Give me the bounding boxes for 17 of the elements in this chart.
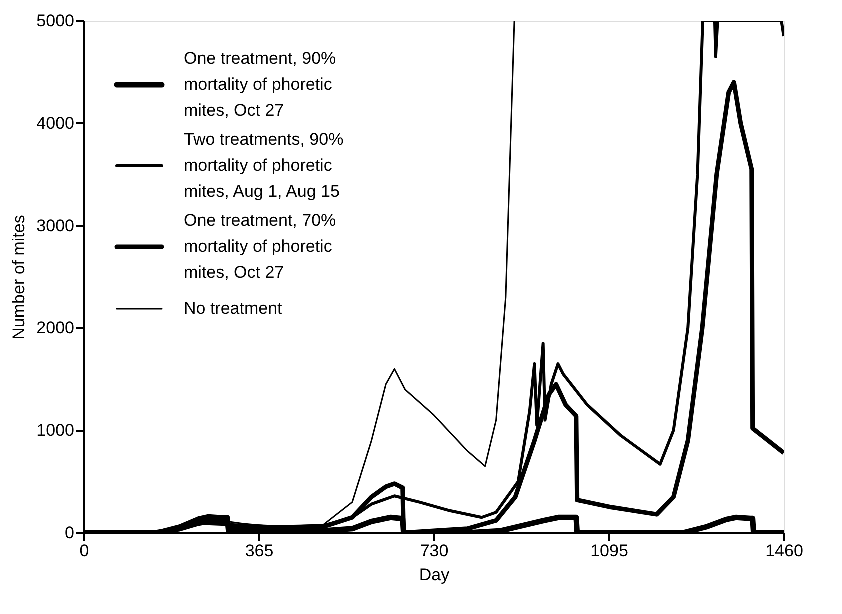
y-tick-label: 4000 xyxy=(36,114,74,133)
y-tick-label: 2000 xyxy=(36,318,74,338)
y-tick-label: 0 xyxy=(65,524,74,542)
x-tick-label: 1460 xyxy=(766,542,804,560)
y-tick-label: 3000 xyxy=(36,216,74,236)
x-tick-label: 730 xyxy=(420,542,449,560)
legend-label: Two treatments, 90% mortality of phoretic mites, Aug 1, Aug 15 xyxy=(184,130,344,201)
x-tick-label: 1095 xyxy=(590,542,628,560)
legend-label: One treatment, 70% mortality of phoretic mites, Oct 27 xyxy=(184,211,336,282)
legend-label: No treatment xyxy=(184,299,283,318)
x-tick-label: 365 xyxy=(245,542,274,560)
legend-label: One treatment, 90% mortality of phoretic mites, Oct 27 xyxy=(184,49,336,120)
y-tick-label: 1000 xyxy=(36,421,74,440)
y-tick-label: 5000 xyxy=(36,12,74,30)
y-axis-title: Number of mites xyxy=(10,215,29,340)
x-axis-title: Day xyxy=(419,566,450,584)
x-tick-label: 0 xyxy=(80,542,90,560)
